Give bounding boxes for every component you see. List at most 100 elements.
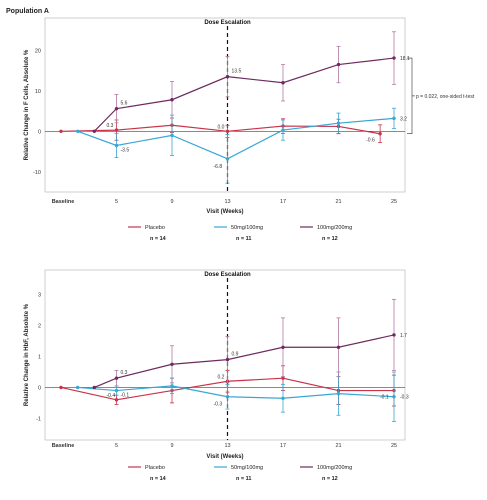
legend-label: 50mg/100mg bbox=[231, 225, 263, 231]
data-point bbox=[114, 128, 119, 132]
x-axis-label: Visit (Weeks) bbox=[206, 454, 243, 460]
data-point bbox=[92, 385, 97, 390]
data-point bbox=[281, 376, 285, 380]
data-point bbox=[114, 376, 119, 380]
data-point bbox=[114, 388, 119, 393]
data-point bbox=[114, 143, 119, 148]
data-label: 13.5 bbox=[232, 69, 242, 75]
x-tick-label: 21 bbox=[335, 443, 341, 449]
data-point bbox=[59, 385, 63, 390]
data-point bbox=[170, 133, 174, 138]
legend-label: Placebo bbox=[145, 225, 165, 231]
data-label: 0.3 bbox=[121, 370, 128, 376]
x-tick-label: 13 bbox=[224, 199, 230, 205]
data-point bbox=[75, 129, 80, 134]
data-point bbox=[336, 391, 341, 396]
data-point bbox=[392, 333, 396, 337]
x-tick-label: Baseline bbox=[52, 443, 75, 449]
data-point bbox=[225, 157, 230, 161]
data-point bbox=[378, 132, 382, 136]
y-tick-label: -1 bbox=[36, 416, 41, 422]
plot-frame bbox=[44, 269, 406, 441]
legend-n: n = 14 bbox=[150, 236, 167, 242]
data-point bbox=[114, 106, 119, 111]
data-label: -3.5 bbox=[121, 147, 130, 153]
significance-bracket bbox=[407, 57, 413, 135]
x-tick-label: 17 bbox=[280, 443, 286, 449]
series-line bbox=[93, 57, 395, 132]
data-label: 0.3 bbox=[107, 123, 114, 129]
data-point bbox=[281, 396, 285, 400]
data-point bbox=[225, 395, 230, 399]
x-axis-label: Visit (Weeks) bbox=[206, 209, 243, 215]
data-label: 3.2 bbox=[400, 116, 407, 122]
legend-n: n = 14 bbox=[150, 476, 167, 482]
data-point bbox=[114, 398, 119, 402]
x-tick-label: 9 bbox=[170, 443, 173, 449]
data-label: -0.3 bbox=[214, 402, 223, 408]
data-point bbox=[392, 116, 396, 121]
y-tick-label: 0 bbox=[38, 129, 41, 135]
series-line bbox=[94, 334, 395, 389]
dose-escalation-label: Dose Escalation bbox=[204, 20, 251, 26]
x-tick-label: 13 bbox=[224, 443, 230, 449]
data-label: 0.2 bbox=[218, 374, 225, 380]
data-point bbox=[92, 129, 97, 134]
data-label: 18.1 bbox=[400, 56, 410, 62]
data-label: -0.1 bbox=[380, 395, 389, 401]
y-tick-label: -10 bbox=[33, 170, 41, 176]
x-tick-label: 21 bbox=[335, 199, 341, 205]
data-point bbox=[170, 98, 174, 102]
data-label: -6.8 bbox=[214, 164, 223, 170]
data-point bbox=[225, 129, 230, 134]
y-tick-label: 1 bbox=[38, 355, 41, 361]
data-point bbox=[336, 62, 341, 67]
legend-label: 100mg/200mg bbox=[317, 225, 352, 231]
x-tick-label: 5 bbox=[115, 199, 118, 205]
legend-n: n = 11 bbox=[236, 236, 251, 242]
y-tick-label: 0 bbox=[38, 385, 41, 391]
data-point bbox=[392, 56, 396, 60]
data-point bbox=[281, 345, 285, 349]
data-label: 5.6 bbox=[121, 101, 128, 107]
data-point bbox=[336, 345, 341, 349]
y-tick-label: 10 bbox=[35, 89, 41, 95]
dose-escalation-label: Dose Escalation bbox=[204, 272, 251, 278]
legend-label: 100mg/200mg bbox=[317, 465, 352, 471]
significance-note: p = 0.022, one-sided t-test bbox=[416, 94, 475, 100]
data-point bbox=[225, 74, 230, 79]
x-tick-label: 5 bbox=[115, 443, 118, 449]
data-point bbox=[392, 395, 396, 399]
x-tick-label: 25 bbox=[391, 443, 397, 449]
legend-label: Placebo bbox=[145, 465, 165, 471]
legend-n: n = 11 bbox=[236, 476, 251, 482]
x-tick-label: 9 bbox=[170, 199, 173, 205]
x-tick-label: Baseline bbox=[52, 199, 75, 205]
x-tick-label: 25 bbox=[391, 199, 397, 205]
y-axis-label: Relative Change in F Cells, Absolute % bbox=[24, 49, 30, 160]
data-point bbox=[59, 129, 63, 134]
data-point bbox=[336, 121, 341, 125]
data-point bbox=[170, 384, 174, 388]
y-tick-label: 2 bbox=[38, 324, 41, 330]
legend-n: n = 12 bbox=[322, 476, 338, 482]
data-label: 1.7 bbox=[400, 333, 407, 339]
legend-label: 50mg/100mg bbox=[231, 465, 263, 471]
x-tick-label: 17 bbox=[280, 199, 286, 205]
data-label: -0.3 bbox=[400, 395, 409, 401]
data-label: -0.6 bbox=[366, 138, 375, 144]
hbf-chart: -1 0 1 2 3 Baseline 5 9 13 17 21 25 Visit (Weeks) Rel… bbox=[24, 269, 409, 482]
data-label: 0.0 bbox=[218, 124, 225, 130]
data-label: -0.4 bbox=[107, 393, 116, 399]
data-point bbox=[75, 385, 80, 390]
f-cells-chart: -10 0 10 20 Baseline 5 9 13 17 21 25 Visit (Weeks) R… bbox=[24, 17, 475, 242]
panel-title: Population A bbox=[6, 8, 49, 15]
data-point bbox=[281, 81, 285, 85]
y-axis-label: Relative Change in HbF, Absolute % bbox=[24, 303, 30, 406]
data-label: -0.1 bbox=[121, 393, 130, 399]
data-point bbox=[170, 362, 174, 366]
data-label: 0.9 bbox=[232, 352, 239, 358]
plot-frame bbox=[44, 17, 406, 193]
y-tick-label: 3 bbox=[38, 293, 41, 299]
data-point bbox=[281, 128, 285, 132]
